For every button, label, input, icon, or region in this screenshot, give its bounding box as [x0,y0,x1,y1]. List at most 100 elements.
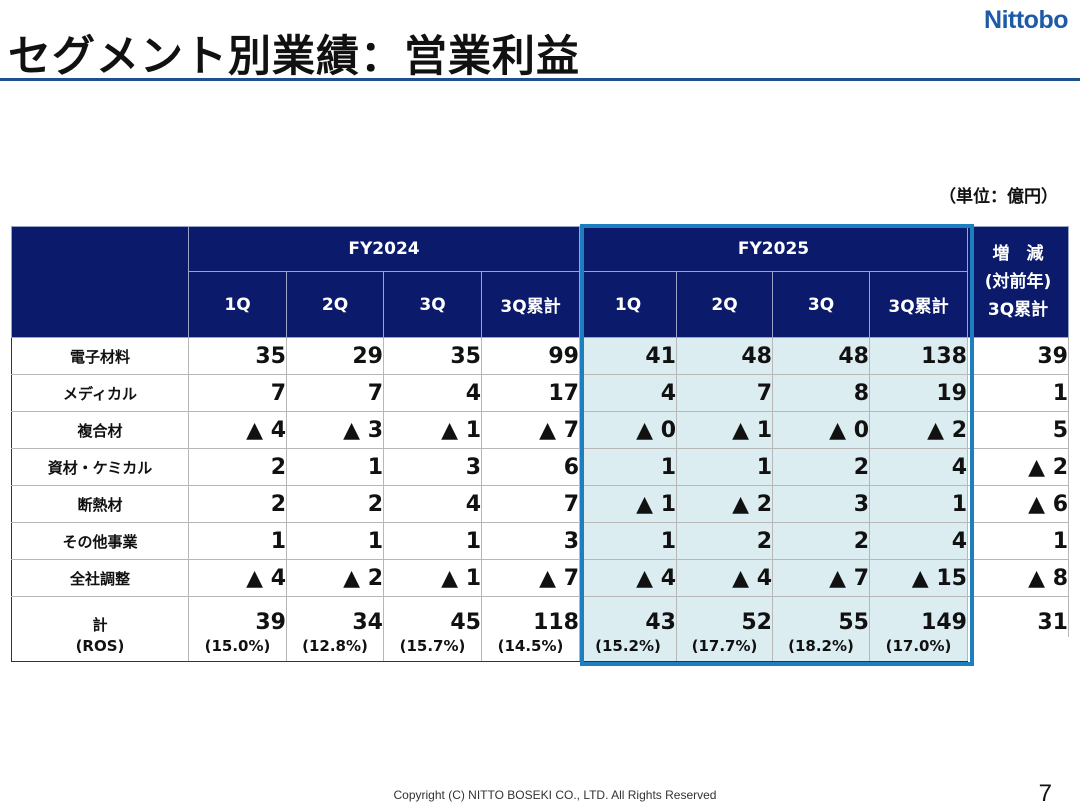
header-fy2024-2q: 2Q [286,271,384,338]
value-cell: ▲ 4 [188,559,287,597]
value-cell: 1 [579,448,677,486]
value-cell: 2 [772,448,870,486]
header-fy2025: FY2025 [579,226,968,272]
change-cell: 1 [967,374,1069,412]
nittobo-logo: Nittobo [984,6,1068,34]
header-fy2024-1q: 1Q [188,271,287,338]
value-cell: ▲ 7 [772,559,870,597]
slide-title: セグメント別業績：営業利益 [8,32,580,82]
value-cell: 1 [188,522,287,560]
table-row: 電子材料 35 29 35 99 41 48 48 138 39 [11,337,1069,375]
total-cell: 45 [383,596,482,637]
header-fy2025-3q-cum: 3Q累計 [869,271,968,338]
copyright: Copyright (C) NITTO BOSEKI CO., LTD. All… [393,788,717,802]
segment-label: 複合材 [11,411,189,449]
value-cell: ▲ 1 [579,485,677,523]
ros-cell: (12.8%) [286,637,384,662]
title-underline [0,78,1080,81]
ros-cell: (17.7%) [676,637,773,662]
value-cell: 1 [286,522,384,560]
page-number: 7 [1038,780,1052,807]
ros-label: (ROS) [11,637,189,662]
total-label: 計 [11,596,189,637]
unit-note: （単位：億円） [939,187,1058,207]
value-cell: ▲ 4 [579,559,677,597]
table-row: 資材・ケミカル 2 1 3 6 1 1 2 4 ▲ 2 [11,448,1069,486]
ros-row: (ROS) (15.0%) (12.8%) (15.7%) (14.5%) (1… [11,637,1069,662]
change-cell: ▲ 6 [967,485,1069,523]
value-cell: 48 [772,337,870,375]
value-cell: ▲ 1 [676,411,773,449]
value-cell: ▲ 1 [383,559,482,597]
value-cell: 2 [188,448,287,486]
total-row: 計 39 34 45 118 43 52 55 149 31 [11,596,1069,637]
value-cell: 2 [676,522,773,560]
value-cell: ▲ 2 [676,485,773,523]
value-cell: ▲ 1 [383,411,482,449]
total-cell: 39 [188,596,287,637]
value-cell: 2 [188,485,287,523]
segment-label: メディカル [11,374,189,412]
value-cell: ▲ 7 [481,411,580,449]
total-cell: 118 [481,596,580,637]
value-cell: 1 [286,448,384,486]
table-row: メディカル 7 7 4 17 4 7 8 19 1 [11,374,1069,412]
header-fy2025-1q: 1Q [579,271,677,338]
total-cell: 52 [676,596,773,637]
segment-label: 資材・ケミカル [11,448,189,486]
value-cell: 29 [286,337,384,375]
value-cell: 35 [383,337,482,375]
value-cell: ▲ 0 [579,411,677,449]
change-label-1: 増 減 [992,244,1044,264]
value-cell: 7 [286,374,384,412]
change-label-3: 3Q累計 [987,300,1049,320]
value-cell: 35 [188,337,287,375]
total-cell: 149 [869,596,968,637]
value-cell: ▲ 15 [869,559,968,597]
value-cell: 2 [286,485,384,523]
change-cell: 5 [967,411,1069,449]
header-corner [11,226,189,338]
value-cell: 3 [481,522,580,560]
value-cell: 3 [772,485,870,523]
value-cell: 7 [676,374,773,412]
header-fy2024-3q: 3Q [383,271,482,338]
value-cell: ▲ 4 [188,411,287,449]
value-cell: 99 [481,337,580,375]
ros-cell: (18.2%) [772,637,870,662]
value-cell: 6 [481,448,580,486]
ros-change-cell [967,637,1069,662]
change-label-2: (対前年) [984,272,1052,292]
header-fy2025-2q: 2Q [676,271,773,338]
value-cell: ▲ 2 [286,559,384,597]
ros-cell: (15.0%) [188,637,287,662]
value-cell: 4 [383,485,482,523]
value-cell: 4 [869,448,968,486]
ros-cell: (15.2%) [579,637,677,662]
segment-label: 電子材料 [11,337,189,375]
segment-operating-profit-table: FY2024 FY2025 増 減 (対前年) 3Q累計 1Q 2Q 3Q 3Q… [11,226,1069,662]
value-cell: 1 [579,522,677,560]
value-cell: 4 [869,522,968,560]
value-cell: 8 [772,374,870,412]
value-cell: 19 [869,374,968,412]
table-row: その他事業 1 1 1 3 1 2 2 4 1 [11,522,1069,560]
header-fy2024-3q-cum: 3Q累計 [481,271,580,338]
value-cell: 4 [579,374,677,412]
value-cell: 1 [676,448,773,486]
value-cell: 4 [383,374,482,412]
value-cell: 41 [579,337,677,375]
header-fy2025-3q: 3Q [772,271,870,338]
value-cell: 138 [869,337,968,375]
value-cell: 7 [188,374,287,412]
value-cell: 1 [869,485,968,523]
ros-cell: (15.7%) [383,637,482,662]
value-cell: 1 [383,522,482,560]
change-cell: 39 [967,337,1069,375]
segment-label: 全社調整 [11,559,189,597]
value-cell: ▲ 2 [869,411,968,449]
segment-label: 断熱材 [11,485,189,523]
total-change-cell: 31 [967,596,1069,637]
total-cell: 55 [772,596,870,637]
change-cell: 1 [967,522,1069,560]
